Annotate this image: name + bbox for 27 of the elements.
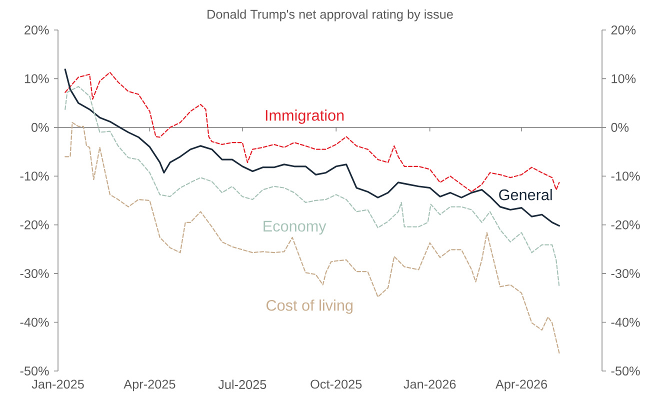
y-tick-label: -40% bbox=[20, 318, 49, 327]
y2-tick-label: 0% bbox=[611, 122, 629, 132]
y-tick-label: -20% bbox=[20, 220, 49, 230]
x-tick-label: Apr-2026 bbox=[495, 380, 548, 392]
y2-tick-label: 10% bbox=[612, 74, 636, 84]
series-label: Cost of living bbox=[266, 300, 352, 314]
x-tick-label: Jan-2026 bbox=[404, 380, 456, 389]
y2-tick-label: -50% bbox=[611, 366, 640, 376]
series-label: General bbox=[499, 189, 552, 200]
y2-tick-label: -30% bbox=[611, 269, 640, 278]
y2-tick-label: -40% bbox=[611, 318, 640, 327]
x-tick-label: Oct-2025 bbox=[310, 380, 362, 389]
series-label: Immigration bbox=[266, 110, 344, 124]
x-tick-label: Jan-2025 bbox=[32, 380, 84, 389]
y-tick-label: 10% bbox=[24, 74, 49, 84]
x-tick-label: Jul-2025 bbox=[218, 380, 266, 389]
x-tick-label: Apr-2025 bbox=[124, 380, 176, 392]
y-tick-label: -50% bbox=[20, 366, 49, 376]
series-label: Economy bbox=[264, 220, 326, 235]
y-tick-label: -30% bbox=[20, 269, 49, 278]
chart-title: Donald Trump's net approval rating by issue bbox=[208, 9, 453, 22]
y-tick-label: 0% bbox=[31, 122, 49, 132]
y2-tick-label: -20% bbox=[611, 220, 640, 230]
y2-tick-label: -10% bbox=[611, 172, 640, 181]
y-tick-label: -10% bbox=[20, 172, 49, 181]
y2-tick-label: 20% bbox=[611, 26, 636, 34]
y-tick-label: 20% bbox=[24, 26, 49, 34]
